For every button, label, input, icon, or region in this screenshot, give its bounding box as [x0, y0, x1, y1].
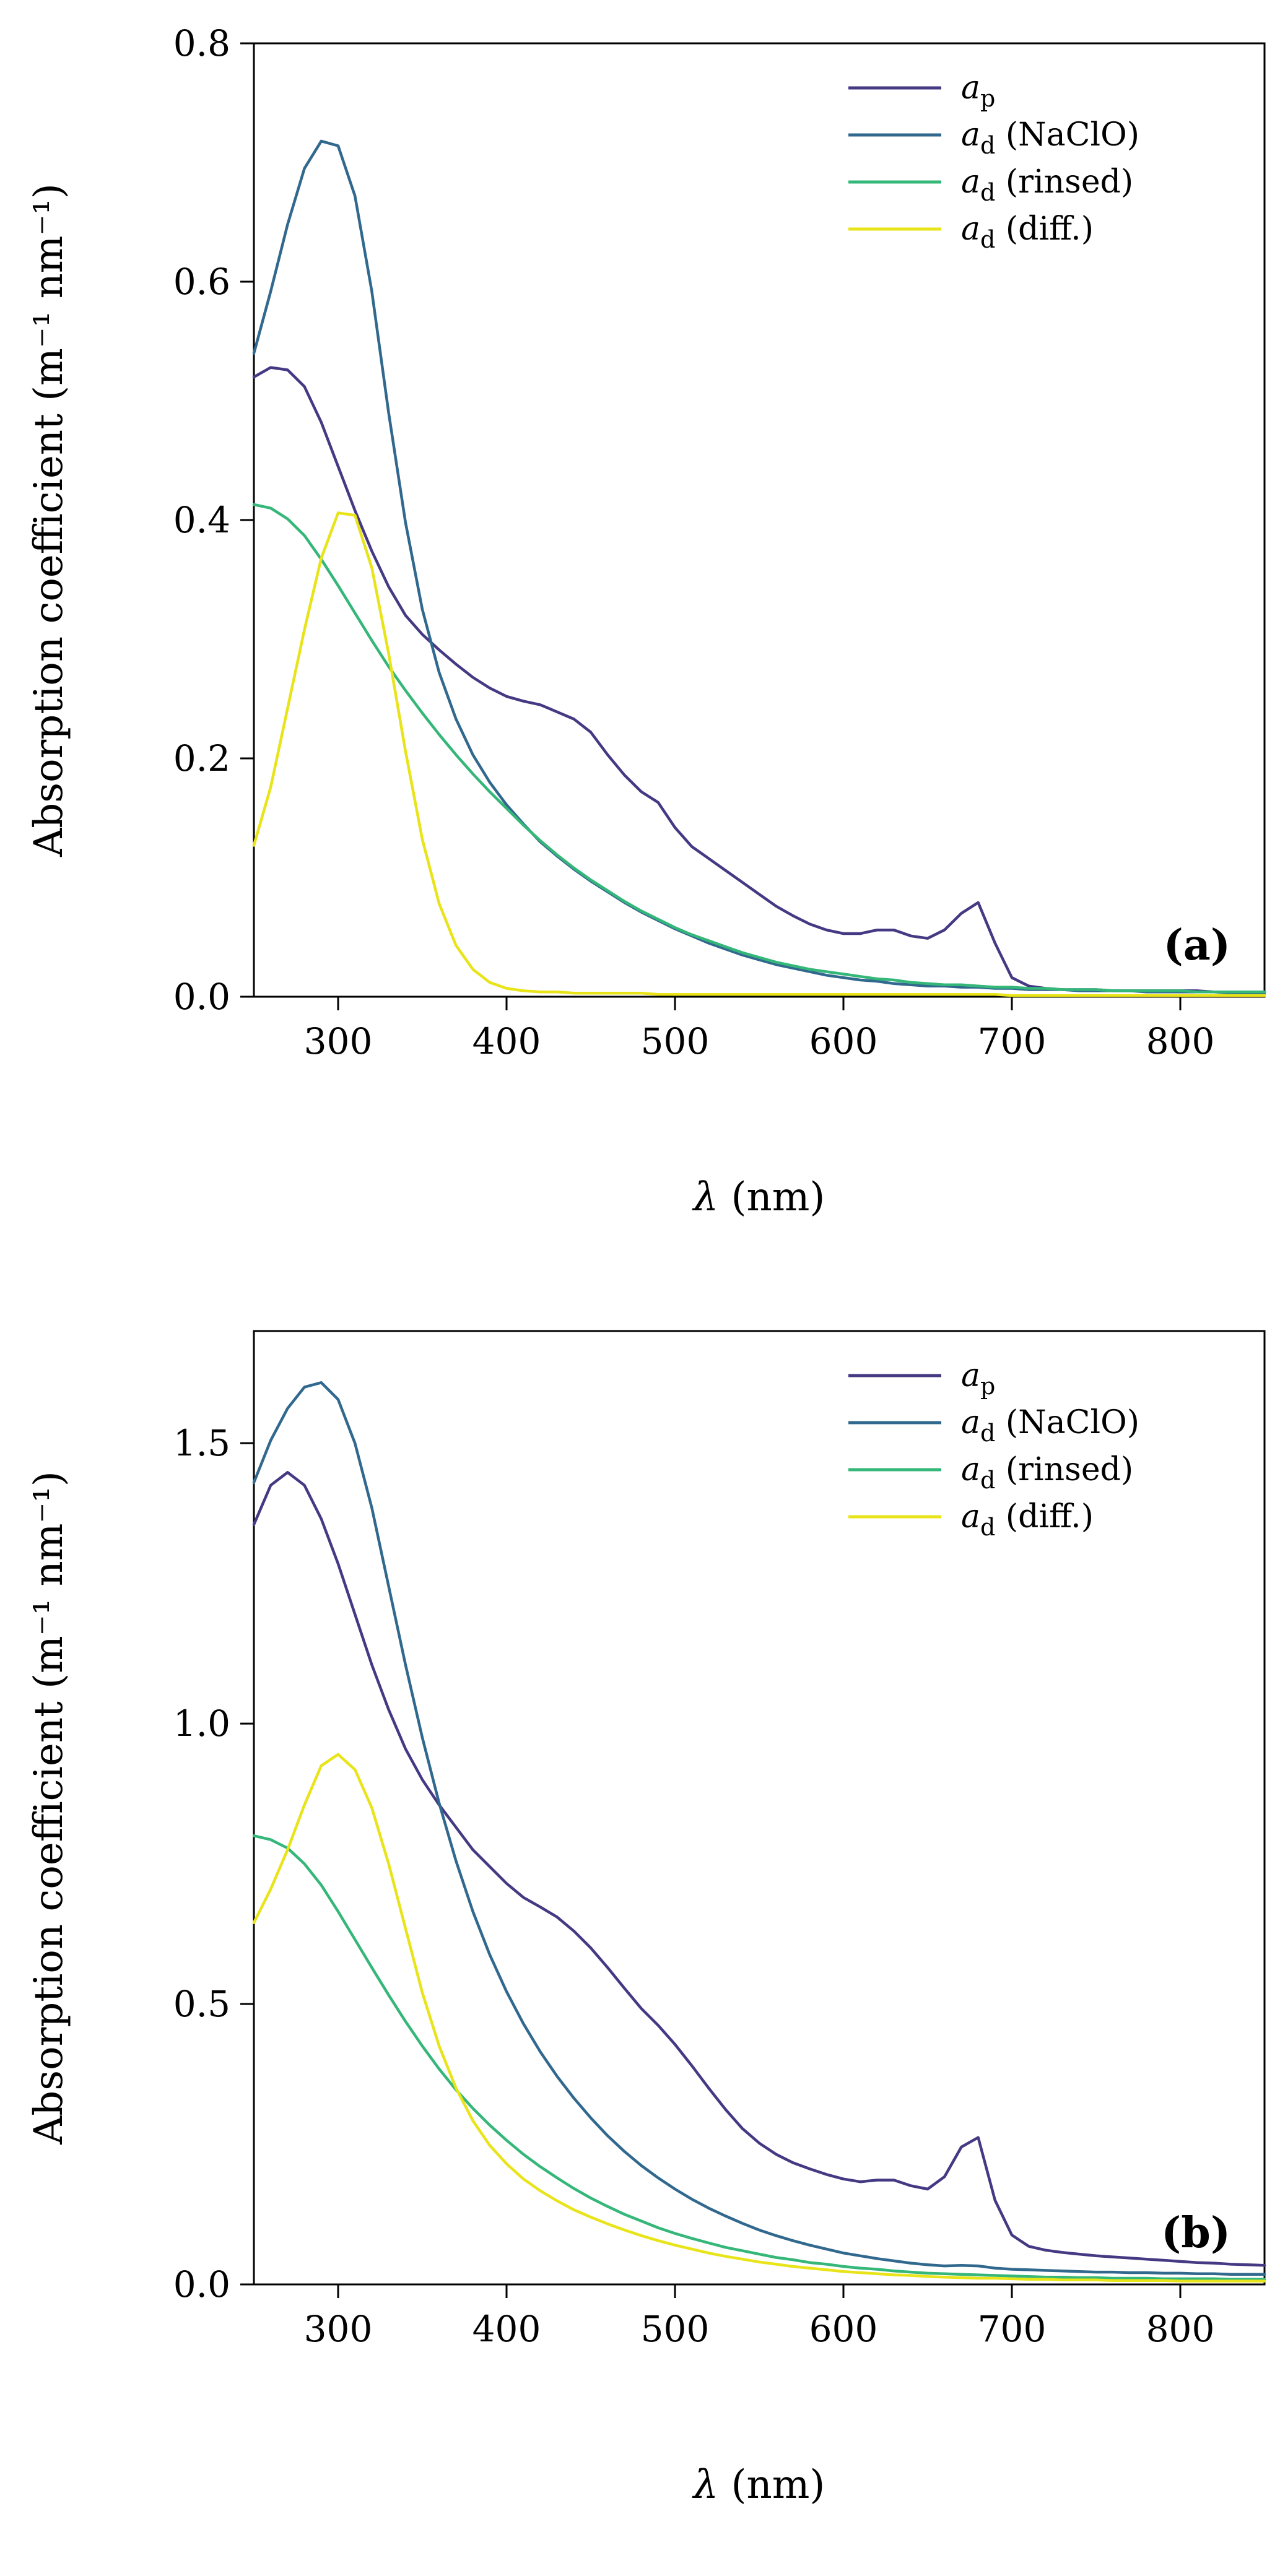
- curve-a_p: [252, 366, 1266, 994]
- x-axis-label: λ (nm): [692, 2462, 825, 2508]
- x-tick-label: 300: [304, 2308, 373, 2350]
- chart-panel-b: 300 400 500 600 700 800 0.0 0.5 1.0 1.5 ap ad (NaCl…: [0, 1288, 1280, 2575]
- curve-a_d (rinsed): [252, 1834, 1266, 2281]
- x-tick-label: 600: [809, 1020, 878, 1062]
- y-tick-label: 1.0: [173, 1702, 230, 1745]
- x-tick-label: 600: [809, 2308, 878, 2350]
- legend-label-a_d (diff.): ad (diff.): [961, 1498, 1094, 1541]
- y-tick-label: 0.8: [173, 22, 230, 64]
- x-tick-label: 700: [978, 2308, 1047, 2350]
- legend-label-a_d (rinsed): ad (rinsed): [961, 163, 1133, 206]
- x-tick-label: 500: [641, 2308, 710, 2350]
- y-tick-label: 0.5: [173, 1983, 230, 2025]
- y-tick-label: 1.5: [173, 1422, 230, 1464]
- x-tick-label: 500: [641, 1020, 710, 1062]
- panel-letter-label: (a): [1164, 921, 1230, 970]
- legend-label-a_d (NaClO): ad (NaClO): [961, 1404, 1139, 1447]
- panel-letter-label: (b): [1161, 2208, 1230, 2258]
- x-axis-label: λ (nm): [692, 1174, 825, 1220]
- x-tick-label: 800: [1146, 2308, 1215, 2350]
- legend-label-a_p: ap: [961, 69, 995, 112]
- curve-a_d (NaClO): [252, 1381, 1266, 2276]
- curve-a_d (diff.): [252, 1753, 1266, 2283]
- legend-label-a_d (diff.): ad (diff.): [961, 210, 1094, 253]
- curve-a_p: [252, 1471, 1266, 2267]
- x-tick-label: 400: [472, 2308, 541, 2350]
- curve-a_d (diff.): [252, 511, 1266, 997]
- y-tick-label: 0.4: [173, 499, 230, 541]
- legend-label-a_d (rinsed): ad (rinsed): [961, 1451, 1133, 1494]
- chart-panel-a: 300 400 500 600 700 800 0.0 0.2 0.4 0.6 0.8 ap ad (N…: [26, 22, 1266, 1220]
- curve-a_d (rinsed): [252, 503, 1266, 994]
- x-tick-label: 400: [472, 1020, 541, 1062]
- y-tick-label: 0.6: [173, 261, 230, 303]
- y-axis-label: Absorption coefficient (m⁻¹ nm⁻¹): [26, 183, 72, 857]
- x-tick-label: 800: [1146, 1020, 1215, 1062]
- plot-frame: [253, 1330, 1266, 2286]
- x-tick-label: 700: [978, 1020, 1047, 1062]
- x-tick-label: 300: [304, 1020, 373, 1062]
- legend-label-a_d (NaClO): ad (NaClO): [961, 116, 1139, 159]
- curve-a_d (NaClO): [252, 139, 1266, 995]
- y-tick-label: 0.0: [173, 976, 230, 1018]
- y-tick-label: 0.2: [173, 737, 230, 779]
- y-tick-label: 0.0: [173, 2263, 230, 2305]
- y-axis-label: Absorption coefficient (m⁻¹ nm⁻¹): [26, 1471, 72, 2145]
- legend-label-a_p: ap: [961, 1357, 995, 1400]
